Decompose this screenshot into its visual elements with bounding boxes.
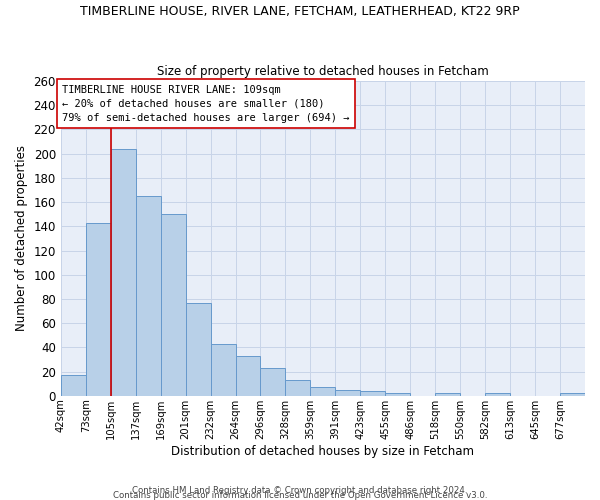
Bar xyxy=(111,149,136,396)
Bar xyxy=(236,356,260,396)
Bar xyxy=(286,380,310,396)
Text: Contains HM Land Registry data © Crown copyright and database right 2024.: Contains HM Land Registry data © Crown c… xyxy=(132,486,468,495)
Title: Size of property relative to detached houses in Fetcham: Size of property relative to detached ho… xyxy=(157,66,489,78)
Bar xyxy=(211,344,236,396)
Bar xyxy=(485,394,510,396)
X-axis label: Distribution of detached houses by size in Fetcham: Distribution of detached houses by size … xyxy=(172,444,475,458)
Bar xyxy=(310,388,335,396)
Text: Contains public sector information licensed under the Open Government Licence v3: Contains public sector information licen… xyxy=(113,491,487,500)
Bar xyxy=(61,375,86,396)
Text: TIMBERLINE HOUSE RIVER LANE: 109sqm
← 20% of detached houses are smaller (180)
7: TIMBERLINE HOUSE RIVER LANE: 109sqm ← 20… xyxy=(62,84,350,122)
Bar xyxy=(361,391,385,396)
Text: TIMBERLINE HOUSE, RIVER LANE, FETCHAM, LEATHERHEAD, KT22 9RP: TIMBERLINE HOUSE, RIVER LANE, FETCHAM, L… xyxy=(80,5,520,18)
Y-axis label: Number of detached properties: Number of detached properties xyxy=(15,146,28,332)
Bar xyxy=(185,302,211,396)
Bar xyxy=(136,196,161,396)
Bar xyxy=(260,368,286,396)
Bar xyxy=(560,394,585,396)
Bar xyxy=(335,390,361,396)
Bar xyxy=(385,394,410,396)
Bar xyxy=(161,214,185,396)
Bar xyxy=(86,222,111,396)
Bar xyxy=(435,394,460,396)
